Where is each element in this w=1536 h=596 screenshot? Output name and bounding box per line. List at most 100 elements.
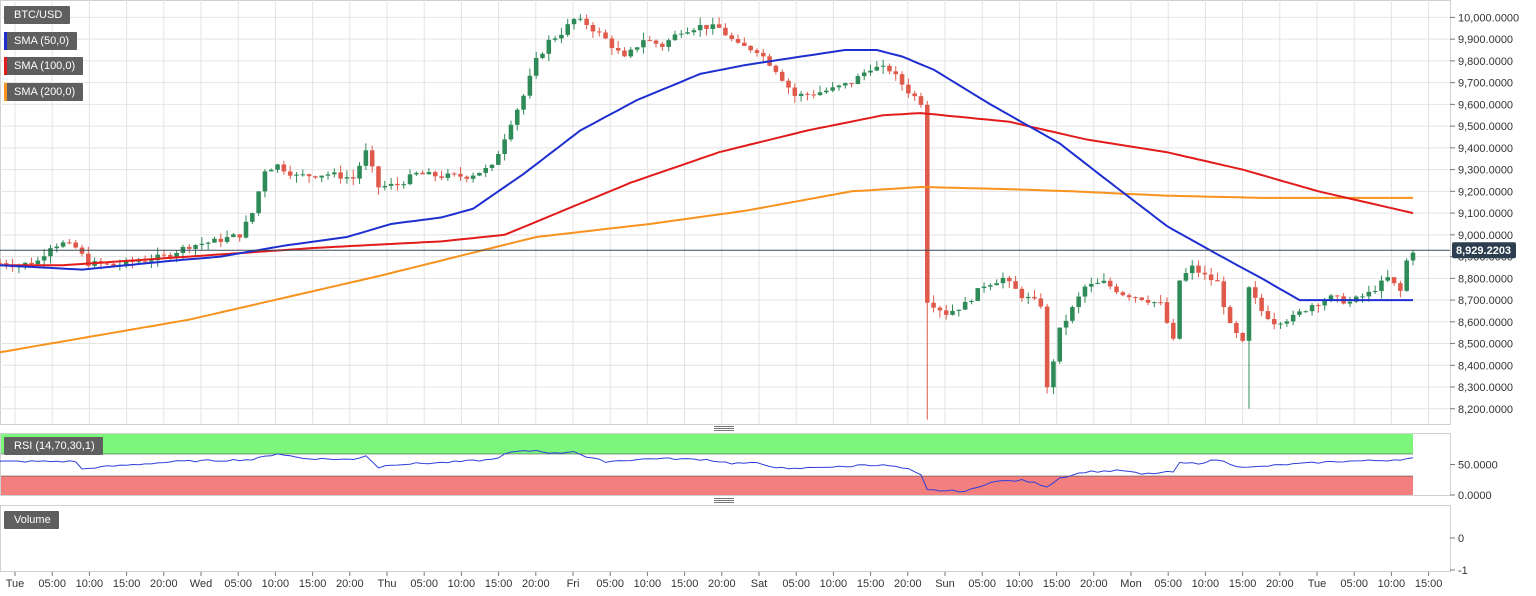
price-tick-label: 8,500.0000	[1458, 339, 1513, 351]
candle-body	[811, 94, 817, 96]
candle-body	[792, 87, 798, 96]
time-tick-label: 20:00	[150, 578, 178, 590]
time-tick-label: 10:00	[76, 578, 104, 590]
candle-body	[262, 171, 268, 192]
candle-body	[294, 174, 299, 176]
candle-body	[761, 52, 766, 57]
time-tick-label: 20:00	[1080, 578, 1108, 590]
candle-body	[628, 49, 634, 57]
time-tick-label: 15:00	[1415, 578, 1443, 590]
candle-body	[205, 242, 211, 244]
candle-body	[376, 166, 381, 188]
candle-body	[508, 124, 514, 140]
volume-tick-label: 0	[1458, 533, 1464, 545]
candle-body	[571, 19, 577, 25]
candle-body	[350, 177, 356, 179]
candle-body	[1007, 277, 1012, 282]
legend-sma-50[interactable]: SMA (50,0)	[4, 32, 78, 50]
candle-body	[1284, 321, 1290, 324]
candle-body	[388, 183, 394, 186]
candle-body	[483, 168, 488, 173]
candle-body	[1265, 311, 1271, 320]
candle-body	[489, 164, 495, 169]
candle-body	[306, 174, 312, 177]
time-tick-label: Tue	[1308, 578, 1327, 590]
candle-body	[887, 65, 892, 72]
price-tick-label: 9,100.0000	[1458, 208, 1513, 220]
symbol-legend[interactable]: BTC/USD	[4, 6, 71, 24]
candle-body	[1391, 277, 1397, 284]
time-tick-label: Fri	[567, 578, 580, 590]
candle-body	[861, 72, 867, 77]
candle-body	[868, 70, 873, 73]
price-tick-label: 9,500.0000	[1458, 121, 1513, 133]
candle-body	[458, 173, 463, 177]
candle-body	[754, 50, 760, 53]
price-tick-label: 9,600.0000	[1458, 99, 1513, 111]
candle-body	[1202, 272, 1208, 275]
candle-body	[268, 169, 274, 172]
legend-sma-100[interactable]: SMA (100,0)	[4, 57, 84, 75]
candle-body	[735, 39, 741, 43]
pane-resize-handle-rsi[interactable]	[714, 426, 734, 431]
candle-body	[1360, 296, 1365, 298]
candle-body	[1114, 286, 1119, 293]
candle-body	[729, 35, 735, 40]
candle-body	[1025, 296, 1031, 299]
candle-body	[29, 262, 34, 265]
candle-body	[817, 92, 823, 96]
legend-sma-200[interactable]: SMA (200,0)	[4, 83, 84, 101]
candle-body	[786, 80, 791, 88]
candle-body	[565, 24, 570, 35]
candle-body	[609, 38, 615, 49]
candle-body	[748, 45, 753, 51]
volume-axis: 0 -1	[1450, 533, 1468, 577]
candle-body	[243, 221, 249, 238]
candle-body	[1398, 283, 1403, 291]
candle-body	[1227, 307, 1233, 323]
time-tick-label: 05:00	[1154, 578, 1182, 590]
volume-pane[interactable]	[0, 505, 1451, 572]
time-tick-label: Mon	[1120, 578, 1141, 590]
candle-body	[874, 66, 880, 71]
rsi-legend[interactable]: RSI (14,70,30,1)	[4, 437, 103, 455]
price-tick-label: 8,300.0000	[1458, 382, 1513, 394]
candle-body	[994, 283, 999, 286]
candle-body	[1271, 319, 1277, 325]
candle-body	[1189, 265, 1195, 274]
candle-body	[1051, 361, 1056, 388]
candle-body	[918, 96, 924, 105]
time-tick-label: 20:00	[1266, 578, 1294, 590]
candle-body	[798, 93, 804, 96]
candle-body	[168, 254, 173, 257]
rsi-tick-label: 0.0000	[1458, 490, 1492, 502]
pane-resize-handle-volume[interactable]	[714, 498, 734, 503]
volume-tick-label: -1	[1458, 565, 1468, 577]
candle-body	[496, 154, 501, 165]
candle-body	[420, 172, 425, 175]
time-tick-label: Tue	[6, 578, 25, 590]
candle-body	[1019, 288, 1025, 299]
candle-body	[470, 175, 476, 179]
candle-body	[426, 172, 432, 175]
price-tick-label: 8,800.0000	[1458, 273, 1513, 285]
current-price-label: 8,929.2203	[1456, 245, 1511, 257]
rsi-tick-label: 50.0000	[1458, 460, 1498, 472]
price-tick-label: 9,000.0000	[1458, 230, 1513, 242]
candle-body	[950, 310, 955, 315]
candle-body	[653, 40, 659, 44]
price-tick-label: 9,900.0000	[1458, 34, 1513, 46]
candle-body	[1208, 274, 1214, 281]
candle-body	[1385, 277, 1391, 281]
candle-body	[1139, 297, 1145, 300]
candle-body	[1290, 314, 1296, 322]
candle-body	[678, 33, 684, 35]
candle-body	[666, 40, 671, 47]
rsi-overbought-zone	[1, 434, 1413, 454]
volume-legend[interactable]: Volume	[4, 511, 59, 529]
price-tick-label: 8,400.0000	[1458, 360, 1513, 372]
candle-body	[836, 85, 842, 88]
candle-body	[899, 74, 905, 85]
sma-50-swatch	[4, 32, 7, 50]
